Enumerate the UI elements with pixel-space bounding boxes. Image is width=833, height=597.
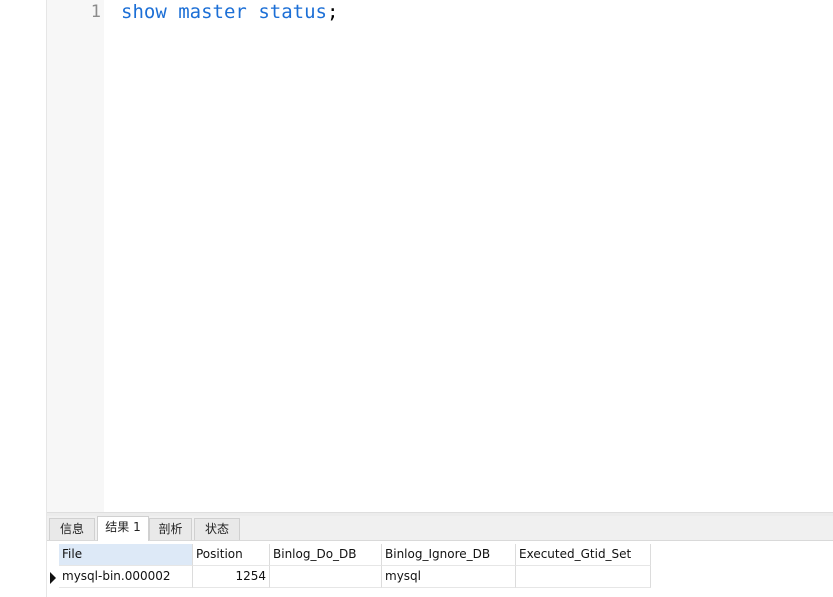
line-number-gutter [47,0,104,512]
column-header-binlog-do-db[interactable]: Binlog_Do_DB [270,544,382,566]
code-line-1[interactable]: show master status; [121,0,338,24]
panel-splitter[interactable] [47,512,833,516]
left-margin [0,0,47,512]
tab-profile[interactable]: 剖析 [149,518,192,540]
cell-binlog-do-db[interactable] [270,566,382,588]
tab-status[interactable]: 状态 [194,518,240,540]
line-number: 1 [90,2,101,22]
column-header-position[interactable]: Position [193,544,270,566]
cell-file[interactable]: mysql-bin.000002 [59,566,193,588]
column-header-file[interactable]: File [59,544,193,566]
current-row-indicator-icon [50,572,56,584]
column-header-binlog-ignore-db[interactable]: Binlog_Ignore_DB [382,544,516,566]
left-divider [46,0,47,597]
keyword-master: master [178,1,247,23]
column-header-executed-gtid-set[interactable]: Executed_Gtid_Set [516,544,651,566]
keyword-show: show [121,1,167,23]
semicolon: ; [326,1,339,23]
cell-binlog-ignore-db[interactable]: mysql [382,566,516,588]
sql-editor[interactable] [104,0,833,512]
tab-info[interactable]: 信息 [49,518,95,540]
keyword-status: status [258,1,327,23]
cell-position[interactable]: 1254 [193,566,270,588]
cell-executed-gtid-set[interactable] [516,566,651,588]
tab-result-1[interactable]: 结果 1 [97,516,149,541]
result-tab-bar: 信息 结果 1 剖析 状态 [47,516,833,541]
